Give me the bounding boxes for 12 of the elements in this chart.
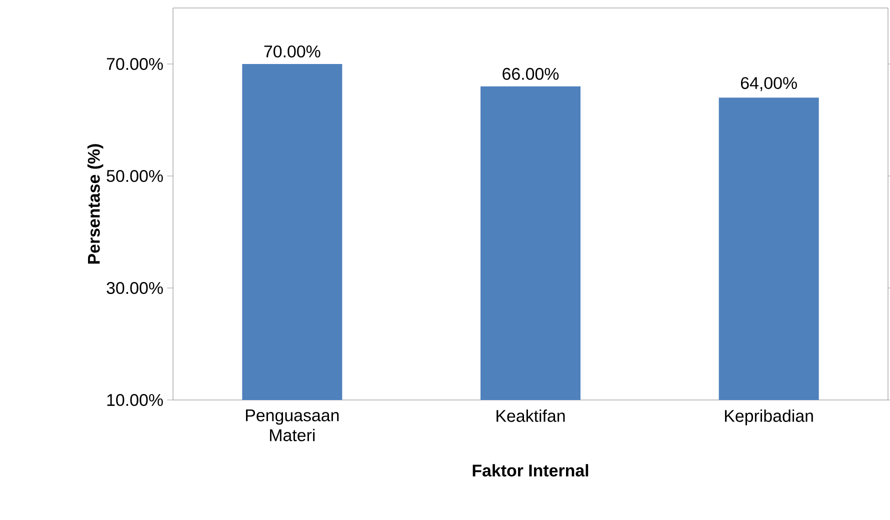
x-tick-label: Penguasaan Materi (246, 410, 339, 442)
data-label: 70.00% (264, 45, 320, 58)
y-tick-label: 10.00% (107, 394, 163, 406)
data-label: 64,00% (740, 77, 797, 92)
y-tick-label: 50.00% (106, 170, 163, 182)
x-axis-title: Faktor Internal (472, 464, 588, 477)
y-tick-label: 30.00% (106, 282, 163, 294)
y-axis-title: Persentase (%) (87, 144, 104, 264)
x-tick-label: Kepribadian (725, 410, 813, 426)
data-label: 66.00% (502, 68, 559, 80)
x-tick-label: Keaktifan (496, 410, 565, 422)
y-tick-label: 70.00% (106, 58, 163, 70)
